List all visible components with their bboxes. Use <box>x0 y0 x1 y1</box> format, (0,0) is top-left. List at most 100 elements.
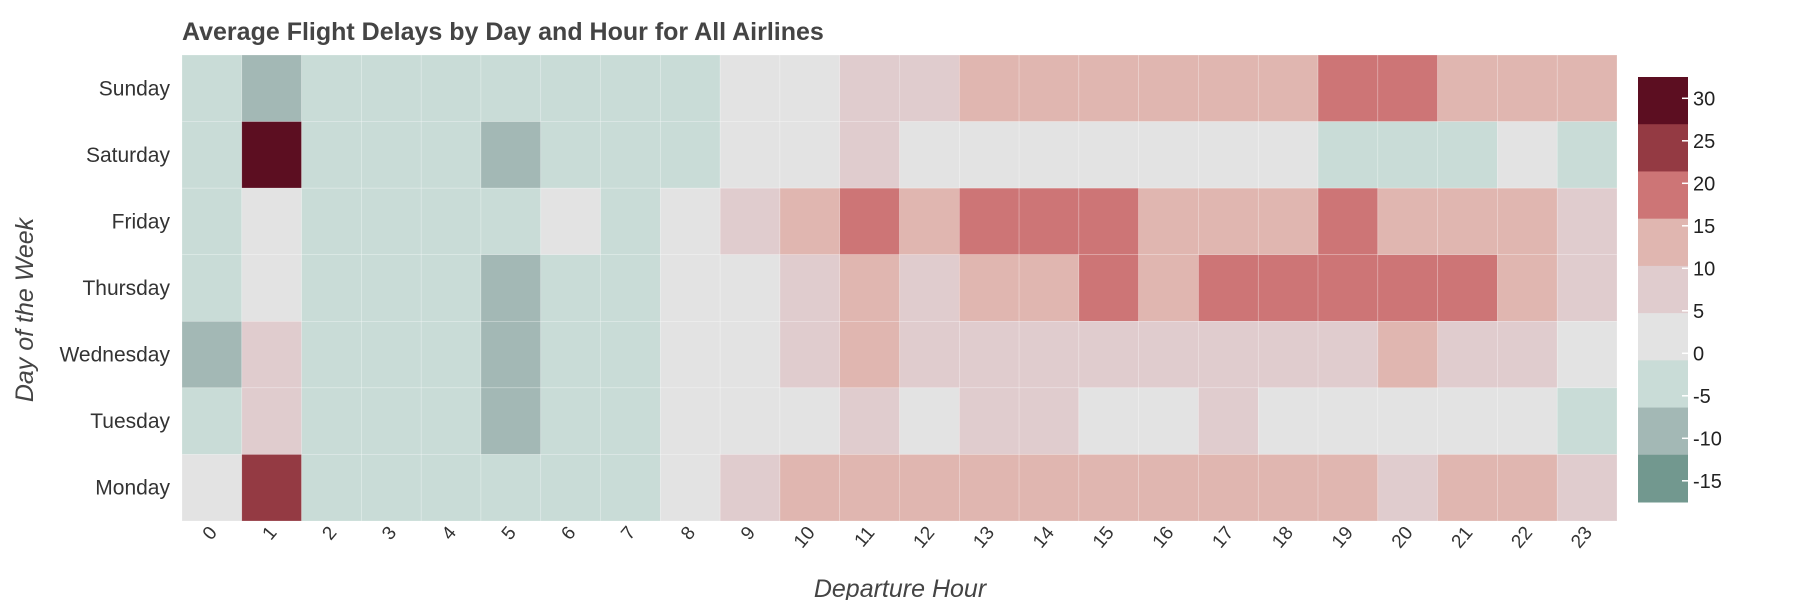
heatmap-cell-wednesday-23 <box>1556 320 1618 389</box>
heatmap-cell-saturday-19 <box>1317 121 1379 189</box>
heatmap-cell-wednesday-18 <box>1257 320 1319 389</box>
heatmap-cell-monday-5 <box>480 454 542 522</box>
y-axis-label: Day of the Week <box>11 216 39 402</box>
heatmap-cell-tuesday-6 <box>540 387 601 455</box>
colorbar-tick-label: -10 <box>1693 428 1722 450</box>
heatmap-cell-thursday-12 <box>899 254 960 322</box>
heatmap-cell-thursday-18 <box>1257 254 1319 322</box>
heatmap-cell-saturday-2 <box>301 121 362 189</box>
heatmap-cell-friday-21 <box>1437 187 1498 256</box>
heatmap-cell-wednesday-11 <box>839 320 900 389</box>
colorbar: 30 25 20 15 10 5 0 -5 -10 -15 <box>1638 77 1722 503</box>
colorbar-segment <box>1638 77 1688 125</box>
heatmap-cell-thursday-1 <box>241 254 302 322</box>
heatmap-cell-saturday-15 <box>1078 121 1139 189</box>
heatmap-cell-saturday-7 <box>600 121 661 189</box>
heatmap-cell-monday-1 <box>241 454 302 522</box>
heatmap-cell-friday-13 <box>958 187 1020 256</box>
y-tick-label-sunday: Sunday <box>99 77 171 100</box>
heatmap-cell-tuesday-0 <box>181 387 243 455</box>
heatmap-cell-monday-0 <box>181 454 243 522</box>
heatmap-cell-tuesday-10 <box>779 387 841 455</box>
colorbar-segment <box>1638 407 1688 456</box>
heatmap-cell-tuesday-15 <box>1078 387 1139 455</box>
heatmap-cell-friday-14 <box>1018 187 1080 256</box>
heatmap-cell-tuesday-4 <box>420 387 482 455</box>
heatmap-cell-thursday-2 <box>301 254 362 322</box>
heatmap-cell-wednesday-12 <box>899 320 960 389</box>
heatmap-cell-thursday-11 <box>839 254 900 322</box>
colorbar-tick-label: 5 <box>1693 301 1704 323</box>
heatmap-cell-monday-21 <box>1437 454 1498 522</box>
y-tick-label-thursday: Thursday <box>82 277 170 300</box>
heatmap-cell-sunday-3 <box>361 54 422 122</box>
heatmap-cell-monday-13 <box>958 454 1020 522</box>
heatmap-cell-thursday-19 <box>1317 254 1379 322</box>
colorbar-tick-label: -5 <box>1693 386 1711 408</box>
heatmap-cell-monday-8 <box>660 454 721 522</box>
heatmap-cell-sunday-8 <box>660 54 721 122</box>
heatmap-cell-sunday-5 <box>480 54 542 122</box>
heatmap-cell-wednesday-4 <box>420 320 482 389</box>
heatmap-cell-tuesday-5 <box>480 387 542 455</box>
x-tick-label-0: 0 <box>199 523 222 545</box>
heatmap-cell-sunday-22 <box>1497 54 1558 122</box>
heatmap-cell-thursday-0 <box>181 254 243 322</box>
heatmap-cell-monday-2 <box>301 454 362 522</box>
heatmap-cell-saturday-23 <box>1556 121 1618 189</box>
colorbar-tick-label: 25 <box>1693 131 1715 153</box>
heatmap-cell-friday-5 <box>480 187 542 256</box>
heatmap-cell-thursday-21 <box>1437 254 1498 322</box>
heatmap-cell-tuesday-19 <box>1317 387 1379 455</box>
heatmap-cell-saturday-1 <box>241 121 302 189</box>
x-tick-label-5: 5 <box>498 523 521 545</box>
heatmap-cell-monday-17 <box>1198 454 1259 522</box>
x-tick-labels: 0 1 2 3 4 5 6 7 8 9 10 11 12 13 14 15 16 17 18 19 20 21 22 23 <box>199 522 1597 552</box>
heatmap-cell-sunday-6 <box>540 54 601 122</box>
y-tick-label-saturday: Saturday <box>86 144 171 167</box>
x-tick-label-22: 22 <box>1507 523 1537 553</box>
x-axis-label: Departure Hour <box>814 575 988 600</box>
heatmap-cell-monday-19 <box>1317 454 1379 522</box>
heatmap-cell-saturday-5 <box>480 121 542 189</box>
heatmap-cell-wednesday-7 <box>600 320 661 389</box>
heatmap-cell-friday-17 <box>1198 187 1259 256</box>
heatmap-cell-saturday-0 <box>181 121 243 189</box>
heatmap-cell-tuesday-7 <box>600 387 661 455</box>
x-tick-label-18: 18 <box>1268 523 1298 553</box>
x-tick-label-1: 1 <box>259 523 282 545</box>
heatmap-cell-tuesday-13 <box>958 387 1020 455</box>
heatmap-cell-monday-20 <box>1377 454 1438 522</box>
heatmap-cell-sunday-10 <box>779 54 841 122</box>
heatmap-cell-thursday-7 <box>600 254 661 322</box>
heatmap-cell-monday-7 <box>600 454 661 522</box>
colorbar-segment <box>1638 454 1688 503</box>
heatmap-cell-wednesday-21 <box>1437 320 1498 389</box>
heatmap-cell-wednesday-14 <box>1018 320 1080 389</box>
heatmap-cell-sunday-13 <box>958 54 1020 122</box>
heatmap-cell-thursday-22 <box>1497 254 1558 322</box>
colorbar-segment <box>1638 171 1688 220</box>
x-tick-label-16: 16 <box>1149 523 1179 553</box>
y-tick-label-wednesday: Wednesday <box>59 344 170 367</box>
heatmap-cell-wednesday-22 <box>1497 320 1558 389</box>
heatmap-cell-monday-11 <box>839 454 900 522</box>
heatmap-cell-wednesday-5 <box>480 320 542 389</box>
heatmap-cell-sunday-18 <box>1257 54 1319 122</box>
colorbar-segment <box>1638 313 1688 361</box>
heatmap-cell-monday-18 <box>1257 454 1319 522</box>
x-tick-label-3: 3 <box>378 523 401 545</box>
heatmap-cell-tuesday-9 <box>719 387 781 455</box>
heatmap-cell-sunday-17 <box>1198 54 1259 122</box>
heatmap-cell-saturday-11 <box>839 121 900 189</box>
heatmap-cell-saturday-16 <box>1138 121 1199 189</box>
x-tick-label-9: 9 <box>737 523 760 545</box>
heatmap-cell-saturday-21 <box>1437 121 1498 189</box>
heatmap-cell-saturday-18 <box>1257 121 1319 189</box>
x-tick-label-4: 4 <box>438 522 461 544</box>
heatmap-cell-sunday-7 <box>600 54 661 122</box>
heatmap-cell-friday-18 <box>1257 187 1319 256</box>
heatmap-cell-wednesday-17 <box>1198 320 1259 389</box>
heatmap-cell-friday-15 <box>1078 187 1139 256</box>
heatmap-cell-sunday-15 <box>1078 54 1139 122</box>
